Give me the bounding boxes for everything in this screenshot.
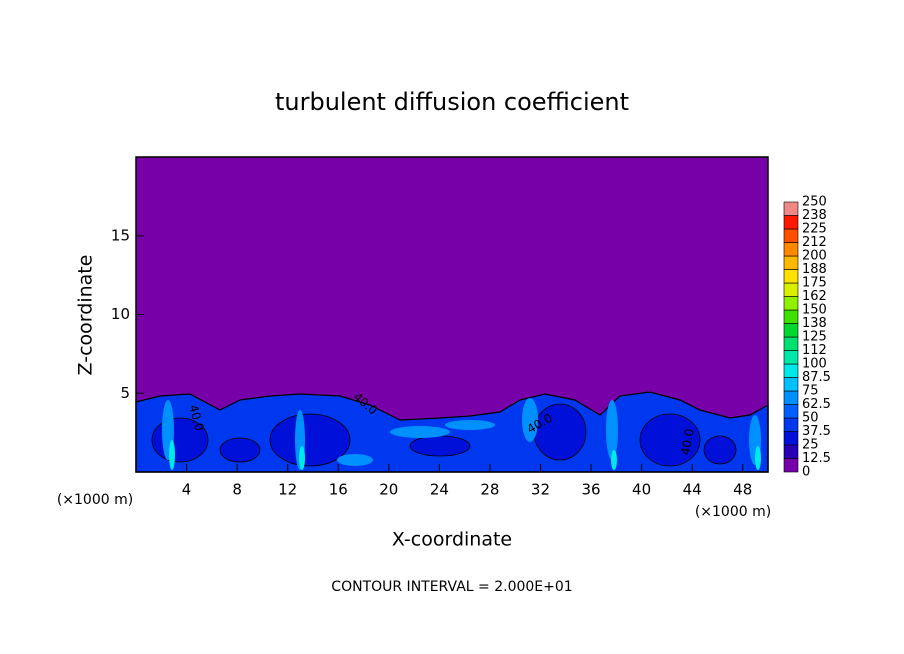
colorbar-box <box>783 458 799 473</box>
field-patch <box>755 446 761 470</box>
colorbar-label: 112 <box>802 343 827 358</box>
colorbar-label: 87.5 <box>802 370 831 385</box>
colorbar-label: 62.5 <box>802 397 831 412</box>
field-patch <box>703 435 737 465</box>
colorbar-box <box>783 269 799 284</box>
colorbar-label: 225 <box>802 222 827 237</box>
y-tick-label: 5 <box>120 384 130 402</box>
colorbar-box <box>783 417 799 432</box>
field-patch <box>606 400 618 460</box>
contour-label: 40.0 <box>186 403 206 432</box>
x-tick-label: 48 <box>733 481 752 499</box>
x-tick-label: 40 <box>632 481 651 499</box>
colorbar-box <box>783 404 799 419</box>
colorbar-label: 0 <box>802 465 810 480</box>
field-patch <box>169 440 175 470</box>
field-patch <box>533 403 587 461</box>
colorbar-label: 238 <box>802 208 827 223</box>
field-patch <box>299 446 305 470</box>
field-patch <box>409 435 471 457</box>
colorbar-box <box>783 390 799 405</box>
x-tick-label: 44 <box>683 481 702 499</box>
colorbar-label: 150 <box>802 303 827 318</box>
colorbar-box <box>783 323 799 338</box>
colorbar-box <box>783 215 799 230</box>
colorbar-label: 25 <box>802 438 819 453</box>
colorbar-box <box>783 255 799 270</box>
x-unit-label: (×1000 m) <box>57 492 133 508</box>
x-tick-label: 20 <box>379 481 398 499</box>
annotation: CONTOUR INTERVAL = 2.000E+01 <box>331 579 572 595</box>
x-tick-label: 24 <box>430 481 449 499</box>
x-tick-label: 8 <box>232 481 242 499</box>
colorbar-box <box>783 444 799 459</box>
field-patch <box>269 413 351 467</box>
field-patch <box>390 426 450 438</box>
colorbar-box <box>783 201 799 216</box>
colorbar-box <box>783 242 799 257</box>
chart-title: turbulent diffusion coefficient <box>275 88 629 116</box>
colorbar-label: 162 <box>802 289 827 304</box>
colorbar-label: 100 <box>802 357 827 372</box>
x-unit-label: (×1000 m) <box>695 504 771 520</box>
x-tick-label: 36 <box>581 481 600 499</box>
colorbar-label: 250 <box>802 195 827 210</box>
colorbar-label: 188 <box>802 262 827 277</box>
x-axis-label: X-coordinate <box>392 529 512 551</box>
colorbar-box <box>783 228 799 243</box>
colorbar-label: 200 <box>802 249 827 264</box>
colorbar-label: 37.5 <box>802 424 831 439</box>
x-tick-label: 28 <box>480 481 499 499</box>
contour-label: 40.0 <box>678 428 696 457</box>
colorbar-box <box>783 350 799 365</box>
x-tick-label: 12 <box>278 481 297 499</box>
colorbar-label: 175 <box>802 276 827 291</box>
field-patch <box>639 413 701 467</box>
colorbar-box <box>783 296 799 311</box>
colorbar-box <box>783 336 799 351</box>
x-tick-label: 16 <box>329 481 348 499</box>
colorbar-label: 125 <box>802 330 827 345</box>
x-tick-label: 32 <box>531 481 550 499</box>
field-patch <box>219 437 261 463</box>
y-tick-label: 15 <box>111 226 130 244</box>
y-tick-label: 10 <box>111 305 130 323</box>
colorbar-box <box>783 282 799 297</box>
colorbar-box <box>783 363 799 378</box>
colorbar-label: 138 <box>802 316 827 331</box>
colorbar-label: 212 <box>802 235 827 250</box>
colorbar-label: 12.5 <box>802 451 831 466</box>
field-patch <box>522 398 538 442</box>
colorbar-box <box>783 431 799 446</box>
x-tick-label: 4 <box>182 481 192 499</box>
colorbar-box <box>783 377 799 392</box>
y-axis-label: Z-coordinate <box>75 255 97 376</box>
field-patch <box>337 454 373 466</box>
field-patch <box>611 450 617 470</box>
field-patch <box>445 420 495 430</box>
colorbar-label: 75 <box>802 384 819 399</box>
colorbar-box <box>783 309 799 324</box>
colorbar-label: 50 <box>802 411 819 426</box>
